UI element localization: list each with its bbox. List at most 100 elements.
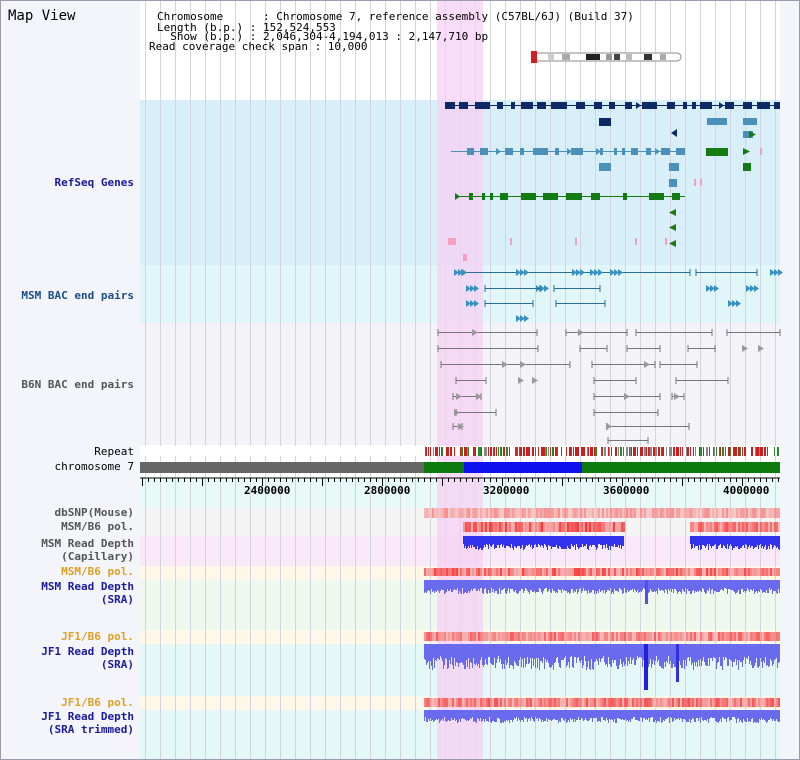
msm-sra-depth (684, 580, 685, 592)
jf1-sra-depth (705, 644, 706, 665)
msm-pol2-cell (456, 568, 458, 576)
track-label-msm-sra-2[interactable]: (SRA) (100, 593, 134, 606)
track-label-msm-pol[interactable]: MSM/B6 pol. (61, 520, 134, 533)
jf1-sra-depth (637, 644, 638, 656)
jf1-pol2-cell (522, 698, 524, 707)
msm-pol2-cell (616, 568, 618, 576)
repeat-element (768, 447, 769, 456)
msm-pol2-cell (764, 568, 766, 576)
jf1-sra-depth (525, 644, 526, 667)
track-label-jf1-trimmed-2[interactable]: (SRA trimmed) (47, 723, 134, 736)
msm-sra-depth (771, 580, 772, 589)
msm-pol-cell (776, 522, 778, 532)
msm-pol2-cell (698, 568, 700, 576)
msm-sra-depth (650, 580, 651, 589)
jf1-sra-depth (477, 644, 478, 666)
jf1-pol-cell (612, 632, 614, 641)
jf1-pol2-cell (484, 698, 486, 707)
jf1-sra-depth (534, 644, 535, 659)
jf1-pol-cell (624, 632, 626, 641)
bac-end-marker (516, 315, 521, 322)
gene-exon (609, 102, 615, 109)
jf1-trimmed-depth (547, 710, 548, 722)
jf1-pol-cell (488, 632, 490, 641)
track-label-msm-capillary-2[interactable]: (Capillary) (61, 550, 134, 563)
dbsnp-cell (698, 508, 700, 518)
track-label-msm-bac[interactable]: MSM BAC end pairs (21, 289, 134, 302)
msm-sra-depth (427, 580, 428, 591)
jf1-pol2-cell (498, 698, 500, 707)
track-label-refseq[interactable]: RefSeq Genes (54, 176, 134, 189)
msm-sra-depth (487, 580, 488, 594)
msm-sra-depth (545, 580, 546, 588)
dbsnp-cell (536, 508, 538, 518)
msm-sra-depth (566, 580, 567, 591)
ideogram-band (614, 54, 620, 60)
jf1-trimmed-depth (671, 710, 672, 718)
msm-capillary-depth (541, 536, 542, 545)
track-label-jf1-sra-1[interactable]: JF1 Read Depth (41, 645, 134, 658)
jf1-trimmed-depth (432, 710, 433, 720)
track-label-chromosome[interactable]: chromosome 7 (54, 460, 134, 473)
repeat-element (520, 447, 521, 456)
msm-sra-depth (746, 580, 747, 591)
msm-pol-cell (475, 522, 477, 532)
track-label-b6n-bac[interactable]: B6N BAC end pairs (21, 378, 134, 391)
msm-capillary-depth (551, 536, 552, 549)
repeat-element (435, 447, 437, 456)
jf1-sra-depth (462, 644, 463, 663)
jf1-sra-depth (514, 644, 515, 661)
jf1-sra-depth (765, 644, 766, 657)
track-label-repeat[interactable]: Repeat (94, 445, 134, 458)
msm-pol2-cell (478, 568, 480, 576)
msm-pol-cell (696, 522, 698, 532)
jf1-pol-cell (450, 632, 452, 641)
track-label-msm-capillary-1[interactable]: MSM Read Depth (41, 537, 134, 550)
msm-pol-cell (495, 522, 497, 532)
jf1-trimmed-depth (637, 710, 638, 720)
track-label-jf1-pol-2[interactable]: JF1/B6 pol. (61, 696, 134, 709)
msm-sra-depth (658, 580, 659, 588)
track-label-jf1-sra-2[interactable]: (SRA) (100, 658, 134, 671)
msm-sra-depth (719, 580, 720, 592)
track-label-dbsnp[interactable]: dbSNP(Mouse) (54, 506, 134, 519)
msm-sra-depth (532, 580, 533, 592)
jf1-sra-depth (557, 644, 558, 657)
jf1-trimmed-depth (622, 710, 623, 719)
repeat-element (439, 447, 440, 456)
track-label-jf1-pol[interactable]: JF1/B6 pol. (61, 630, 134, 643)
jf1-pol-cell (710, 632, 712, 641)
repeat-element (688, 447, 689, 456)
msm-sra-depth (540, 580, 541, 589)
msm-sra-depth (483, 580, 484, 594)
repeat-element (538, 447, 539, 456)
jf1-trimmed-depth (499, 710, 500, 719)
jf1-trimmed-depth (704, 710, 705, 720)
msm-pol-cell (493, 522, 495, 532)
msm-sra-depth (666, 580, 667, 590)
msm-capillary-depth (548, 536, 549, 545)
jf1-sra-depth (733, 644, 734, 662)
track-label-msm-pol-2[interactable]: MSM/B6 pol. (61, 565, 134, 578)
jf1-trimmed-depth (636, 710, 637, 720)
jf1-pol-cell (510, 632, 512, 641)
msm-capillary-depth (695, 536, 696, 546)
jf1-trimmed-depth (427, 710, 428, 722)
msm-sra-depth (513, 580, 514, 591)
jf1-sra-depth (528, 644, 529, 664)
jf1-trimmed-depth (457, 710, 458, 723)
dbsnp-cell (438, 508, 440, 518)
gene-fragment (700, 179, 702, 186)
dbsnp-cell (778, 508, 780, 518)
track-label-msm-sra-1[interactable]: MSM Read Depth (41, 580, 134, 593)
msm-capillary-depth (568, 536, 569, 548)
dbsnp-cell (486, 508, 488, 518)
jf1-sra-depth (574, 644, 575, 657)
jf1-pol-cell (478, 632, 480, 641)
msm-capillary-depth (766, 536, 767, 550)
msm-pol2-cell (522, 568, 524, 576)
msm-pol2-cell (704, 568, 706, 576)
track-label-jf1-trimmed-1[interactable]: JF1 Read Depth (41, 710, 134, 723)
